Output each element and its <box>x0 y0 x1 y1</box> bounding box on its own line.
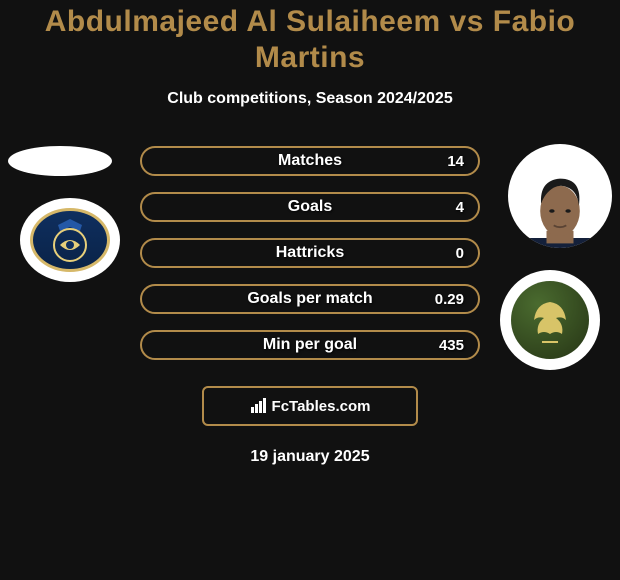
stat-row: Hattricks 0 <box>140 238 480 268</box>
stat-row: Min per goal 435 <box>140 330 480 360</box>
stat-value: 0 <box>456 245 464 262</box>
chart-icon <box>250 398 268 414</box>
stat-label: Matches <box>278 152 342 170</box>
stat-value: 14 <box>447 153 464 170</box>
stat-label: Hattricks <box>276 244 344 262</box>
player1-avatar <box>8 146 112 176</box>
stat-label: Min per goal <box>263 336 357 354</box>
stat-label: Goals <box>288 198 332 216</box>
stat-bars: Matches 14 Goals 4 Hattricks 0 Goals per… <box>140 146 480 376</box>
player2-club-badge <box>500 270 600 370</box>
stat-value: 4 <box>456 199 464 216</box>
source-text: FcTables.com <box>272 398 371 415</box>
stat-row: Goals per match 0.29 <box>140 284 480 314</box>
stat-row: Goals 4 <box>140 192 480 222</box>
source-attribution: FcTables.com <box>202 386 418 426</box>
page-title: Abdulmajeed Al Sulaiheem vs Fabio Martin… <box>0 4 620 76</box>
subtitle: Club competitions, Season 2024/2025 <box>0 90 620 108</box>
player2-avatar <box>508 144 612 248</box>
stat-value: 435 <box>439 337 464 354</box>
stat-value: 0.29 <box>435 291 464 308</box>
player1-club-badge <box>20 198 120 282</box>
stat-row: Matches 14 <box>140 146 480 176</box>
player2-portrait-icon <box>515 166 605 248</box>
comparison-area: Matches 14 Goals 4 Hattricks 0 Goals per… <box>0 146 620 376</box>
al-nassr-crest-icon <box>30 208 110 272</box>
infographic: Abdulmajeed Al Sulaiheem vs Fabio Martin… <box>0 0 620 466</box>
stat-label: Goals per match <box>247 290 372 308</box>
khaleej-crest-icon <box>511 281 589 359</box>
date-text: 19 january 2025 <box>0 448 620 466</box>
